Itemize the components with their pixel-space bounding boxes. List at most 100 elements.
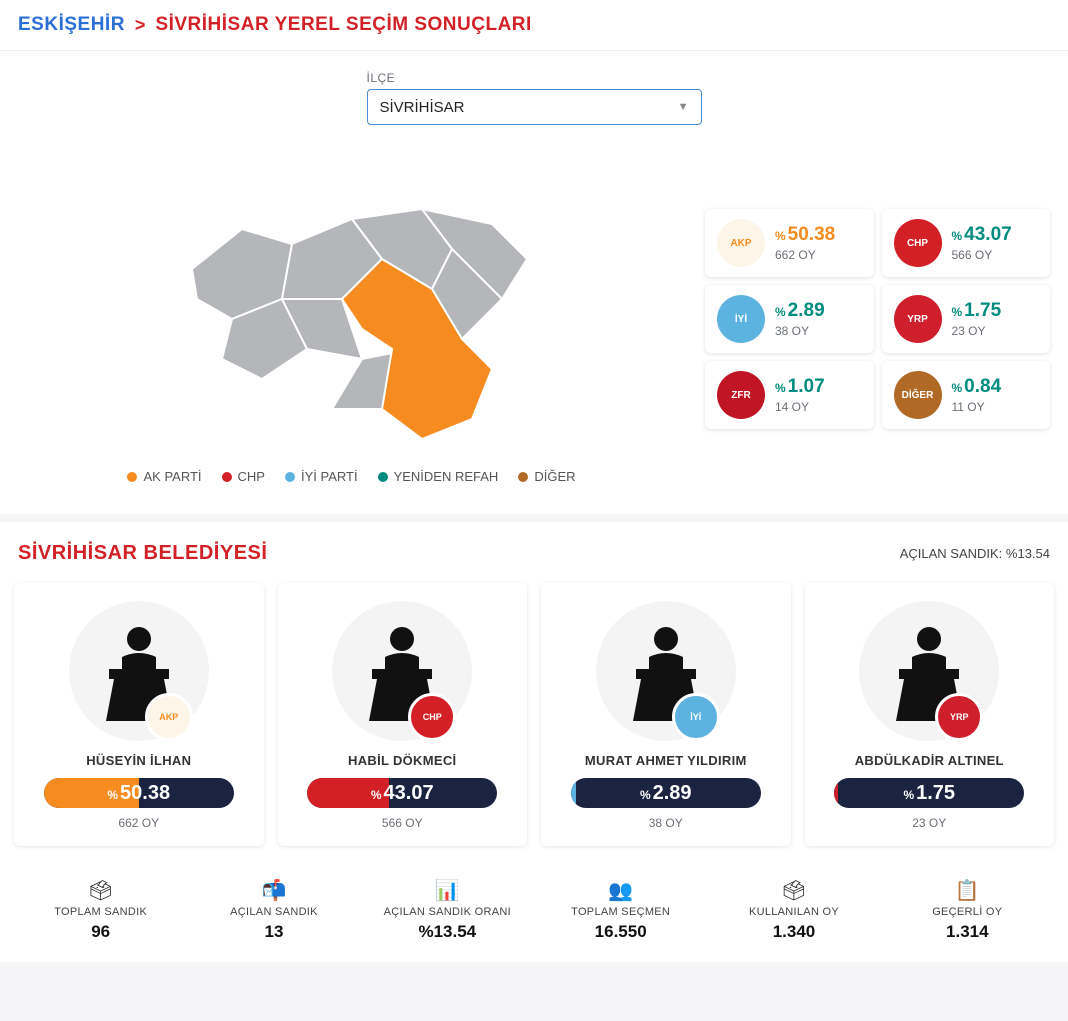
candidate-card[interactable]: AKPHÜSEYİN İLHAN%50.38662 OY	[14, 583, 264, 846]
district-select[interactable]: SİVRİHİSAR ▼	[367, 89, 702, 125]
candidate-percent-bar: %2.89	[571, 778, 761, 808]
stat-label: AÇILAN SANDIK	[230, 906, 318, 918]
legend-item: AK PARTİ	[127, 469, 201, 484]
district-select-value: SİVRİHİSAR	[380, 99, 465, 116]
stat-icon: 📬	[262, 878, 287, 902]
opened-ballot-box-label: AÇILAN SANDIK: %13.54	[900, 546, 1050, 561]
party-percentage: 50.38	[788, 224, 836, 246]
district-map[interactable]	[132, 149, 572, 449]
legend-dot	[222, 472, 232, 482]
legend-label: İYİ PARTİ	[301, 469, 358, 484]
stat-item: 📊 AÇILAN SANDIK ORANI %13.54	[361, 878, 534, 942]
stat-icon: 🗳	[781, 878, 806, 902]
candidate-percentage: 1.75	[916, 782, 955, 805]
party-card[interactable]: İYİ%2.8938 OY	[705, 285, 874, 353]
party-card[interactable]: DİĞER%0.8411 OY	[882, 361, 1051, 429]
candidate-name: HÜSEYİN İLHAN	[86, 753, 191, 768]
party-card[interactable]: CHP%43.07566 OY	[882, 209, 1051, 277]
candidate-card[interactable]: CHPHABİL DÖKMECİ%43.07566 OY	[278, 583, 528, 846]
party-percentage: 43.07	[964, 224, 1012, 246]
legend-label: DİĞER	[534, 469, 575, 484]
candidate-votes: 23 OY	[912, 816, 946, 830]
candidate-percent-bar: %43.07	[307, 778, 497, 808]
candidate-votes: 38 OY	[649, 816, 683, 830]
party-results-grid: AKP%50.38662 OY CHP% 43.07 566 OY İYİ%2.8938…	[705, 209, 1050, 484]
stat-item: 🗳KULLANILAN OY1.340	[707, 878, 880, 942]
percent-symbol: %	[952, 305, 963, 319]
party-logo: ZFR	[717, 371, 765, 419]
percent-symbol: %	[775, 229, 786, 243]
party-votes: 14 OY	[775, 400, 825, 414]
candidate-party-badge: CHP	[408, 693, 456, 741]
breadcrumb: ESKİŞEHİR > SİVRİHİSAR YEREL SEÇİM SONUÇ…	[0, 0, 1068, 51]
percent-symbol: %	[371, 788, 382, 802]
percent-symbol: %	[903, 788, 914, 802]
party-percentage: 1.75	[964, 300, 1001, 322]
stat-value: %13.54	[418, 922, 476, 942]
legend-dot	[518, 472, 528, 482]
party-logo: İYİ	[717, 295, 765, 343]
stat-icon: 📊	[435, 878, 460, 902]
candidate-party-badge: İYİ	[672, 693, 720, 741]
map-legend: AK PARTİ CHP İYİ PARTİ YENİDEN REFAH DİĞER	[127, 469, 575, 484]
stat-item: 👥TOPLAM SEÇMEN16.550	[534, 878, 707, 942]
candidate-percentage: 2.89	[653, 782, 692, 805]
legend-item: DİĞER	[518, 469, 575, 484]
stat-item: 🗳TOPLAM SANDIK96	[14, 878, 187, 942]
candidate-percentage: 50.38	[120, 782, 170, 805]
party-percentage: 2.89	[788, 300, 825, 322]
candidate-name: ABDÜLKADİR ALTINEL	[855, 753, 1004, 768]
party-votes: 11 OY	[952, 400, 1002, 414]
party-votes: 566 OY	[952, 248, 1012, 262]
candidate-avatar: YRP	[859, 601, 999, 741]
party-logo: YRP	[894, 295, 942, 343]
candidate-avatar: İYİ	[596, 601, 736, 741]
stat-value: 13	[265, 922, 284, 942]
breadcrumb-province[interactable]: ESKİŞEHİR	[18, 14, 125, 36]
stat-value: 1.340	[773, 922, 816, 942]
legend-dot	[378, 472, 388, 482]
percent-symbol: %	[107, 788, 118, 802]
legend-label: YENİDEN REFAH	[394, 469, 499, 484]
party-logo: CHP	[894, 219, 942, 267]
party-card[interactable]: AKP%50.38662 OY	[705, 209, 874, 277]
percent-symbol: %	[640, 788, 651, 802]
candidate-percent-bar: %50.38	[44, 778, 234, 808]
candidate-avatar: CHP	[332, 601, 472, 741]
stat-item: 📬 AÇILAN SANDIK 13	[187, 878, 360, 942]
stat-icon: 📋	[955, 878, 980, 902]
stat-item: 📋 GEÇERLİ OY 1.314	[881, 878, 1054, 942]
percent-symbol: %	[775, 305, 786, 319]
candidate-percent-bar: %1.75	[834, 778, 1024, 808]
percent-symbol: %	[775, 381, 786, 395]
legend-item: CHP	[222, 469, 265, 484]
legend-label: AK PARTİ	[143, 469, 201, 484]
stat-value: 16.550	[595, 922, 647, 942]
stat-icon: 🗳	[88, 878, 113, 902]
party-card[interactable]: YRP%1.75 23 OY	[882, 285, 1051, 353]
party-percentage: 0.84	[964, 376, 1001, 398]
party-votes: 23 OY	[952, 324, 1002, 338]
legend-dot	[285, 472, 295, 482]
stat-label: TOPLAM SANDIK	[54, 906, 147, 918]
stat-label: TOPLAM SEÇMEN	[571, 906, 670, 918]
legend-dot	[127, 472, 137, 482]
legend-label: CHP	[238, 469, 265, 484]
legend-item: İYİ PARTİ	[285, 469, 358, 484]
candidate-card[interactable]: İYİMURAT AHMET YILDIRIM%2.8938 OY	[541, 583, 791, 846]
candidate-party-badge: YRP	[935, 693, 983, 741]
party-card[interactable]: ZFR%1.07 14 OY	[705, 361, 874, 429]
candidate-votes: 566 OY	[382, 816, 423, 830]
stat-label: AÇILAN SANDIK ORANI	[384, 906, 511, 918]
stat-value: 1.314	[946, 922, 989, 942]
candidate-name: MURAT AHMET YILDIRIM	[585, 753, 747, 768]
chevron-right-icon: >	[135, 15, 146, 36]
chevron-down-icon: ▼	[678, 101, 689, 113]
municipality-title: SİVRİHİSAR BELEDİYESİ	[18, 542, 267, 565]
candidate-card[interactable]: YRPABDÜLKADİR ALTINEL%1.7523 OY	[805, 583, 1055, 846]
candidate-percentage: 43.07	[384, 782, 434, 805]
party-percentage: 1.07	[788, 376, 825, 398]
party-logo: DİĞER	[894, 371, 942, 419]
stats-row: 🗳TOPLAM SANDIK96📬AÇILAN SANDIK13📊AÇILAN …	[0, 864, 1068, 962]
stat-label: GEÇERLİ OY	[932, 906, 1002, 918]
